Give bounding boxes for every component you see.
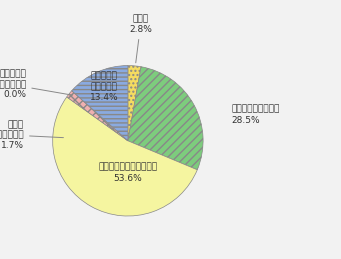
Text: あまり
効果がなかった
1.7%: あまり 効果がなかった 1.7%: [0, 120, 63, 150]
Wedge shape: [128, 67, 203, 170]
Wedge shape: [67, 91, 128, 141]
Text: 無回答
2.8%: 無回答 2.8%: [129, 15, 152, 63]
Text: 53.6%: 53.6%: [114, 174, 142, 183]
Wedge shape: [72, 66, 128, 141]
Text: ある程度効果がああった: ある程度効果がああった: [98, 163, 158, 172]
Wedge shape: [72, 91, 128, 141]
Text: 非常に効果があった: 非常に効果があった: [232, 105, 280, 114]
Wedge shape: [53, 97, 197, 216]
Wedge shape: [128, 66, 141, 141]
Text: 効果はよく
分からない
13.4%: 効果はよく 分からない 13.4%: [89, 72, 118, 102]
Text: 28.5%: 28.5%: [232, 116, 260, 125]
Text: マイナスの
効果であった
0.0%: マイナスの 効果であった 0.0%: [0, 69, 73, 99]
